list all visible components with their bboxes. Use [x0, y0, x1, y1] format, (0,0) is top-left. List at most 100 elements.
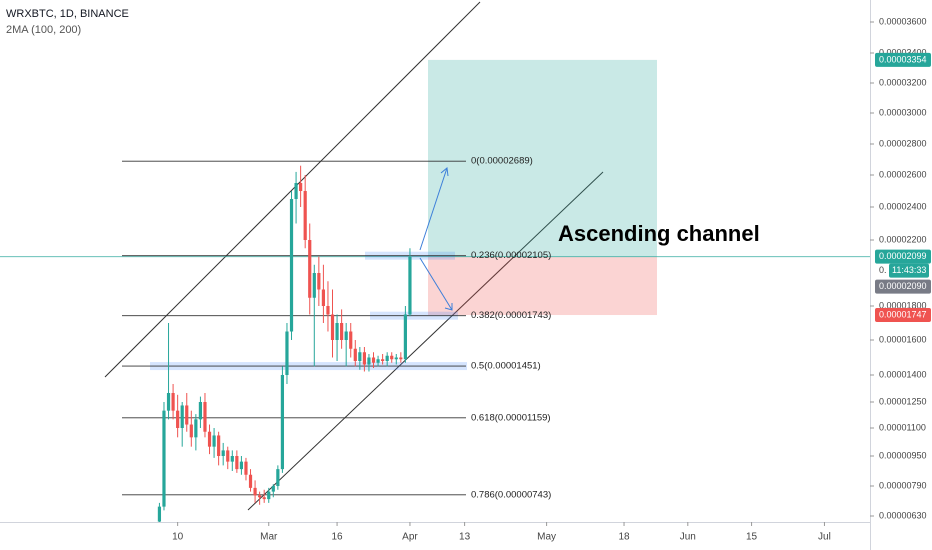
candle-body — [235, 456, 239, 470]
candle-body — [294, 183, 298, 199]
candle-body — [212, 435, 216, 447]
y-tick-label: 0.00001600 — [879, 334, 927, 344]
channel-lower — [247, 171, 604, 511]
candle-body — [358, 352, 362, 361]
arrow-head — [444, 303, 453, 311]
chart-title: WRXBTC, 1D, BINANCE — [6, 8, 129, 20]
fib-label: 0.5(0.00001451) — [471, 361, 541, 372]
candle-body — [248, 474, 253, 488]
x-tick-label: 13 — [459, 532, 471, 543]
previous-label-box — [875, 279, 931, 294]
fib-label: 0.786(0.00000743) — [471, 489, 551, 500]
countdown: 11:43:33 — [892, 265, 926, 275]
y-tick-label: 0.00000790 — [879, 480, 927, 490]
candle-body — [258, 495, 262, 498]
candle-body — [399, 357, 403, 360]
candle-body — [207, 431, 212, 447]
candle-body — [330, 314, 335, 340]
candle-body — [303, 191, 307, 240]
candle-body — [349, 331, 353, 349]
arrow-down — [419, 257, 453, 311]
x-tick-label: 18 — [618, 532, 630, 543]
target-label: 0.00003354 — [879, 54, 927, 64]
y-tick-label: 0.00001400 — [879, 369, 927, 379]
candle-body — [321, 289, 326, 306]
candle-body — [376, 359, 380, 363]
y-tick-label: 0.00002600 — [879, 169, 927, 179]
arrows — [419, 167, 453, 311]
channel-upper — [104, 1, 481, 378]
candle-body — [408, 256, 412, 315]
candle-body — [280, 375, 285, 470]
candle-body — [262, 497, 266, 500]
last-price-label: 0.00002099 — [879, 251, 927, 261]
candle-body — [180, 405, 184, 428]
candle-body — [162, 410, 166, 507]
x-tick-label: 16 — [332, 532, 344, 543]
candle-body — [217, 435, 221, 456]
candle-body — [271, 486, 275, 492]
previous-label: 0.00002090 — [879, 281, 927, 291]
candle-body — [362, 352, 366, 365]
candle-body — [226, 450, 230, 462]
last-price-label-box — [875, 249, 931, 264]
candle-body — [299, 183, 303, 191]
candle-body — [239, 461, 244, 470]
y-tick-label: 0.00003400 — [879, 47, 927, 57]
candle-body — [289, 199, 294, 332]
x-tick-label: May — [537, 532, 556, 543]
candle-body — [308, 240, 312, 298]
zones: 0(0.00002689) 0.236(0.00002105) 0.382(0.00… — [0, 59, 870, 500]
candle-body — [390, 355, 394, 360]
candle-body — [221, 450, 225, 456]
candle-body — [230, 456, 234, 462]
partial-label: 0. — [879, 265, 887, 275]
y-tick-label: 0.00002200 — [879, 234, 927, 244]
candle-body — [394, 357, 398, 360]
candle-body — [176, 410, 180, 428]
y-tick-label: 0.00001250 — [879, 396, 927, 406]
candle-body — [403, 314, 407, 360]
annotation: Ascending channel — [558, 221, 760, 246]
countdown-box — [889, 263, 929, 278]
y-tick-label: 0.00000950 — [879, 450, 927, 460]
candle-body — [353, 348, 357, 361]
x-tick-label: Jul — [818, 532, 831, 543]
y-tick-label: 0.00003000 — [879, 107, 927, 117]
y-tick-label: 0.00001100 — [879, 422, 926, 432]
candle-body — [317, 273, 321, 290]
stop-label-box — [875, 308, 931, 323]
candle-body — [267, 491, 271, 500]
candle-body — [171, 393, 175, 411]
candle-body — [335, 323, 339, 340]
y-tick-label: 0.00003200 — [879, 77, 927, 87]
stop-zone — [428, 256, 657, 316]
x-tick-label: Jun — [680, 532, 696, 543]
candle-body — [371, 357, 376, 363]
candle-body — [367, 357, 371, 365]
target-label-box — [875, 52, 931, 67]
arrow-head — [440, 167, 449, 177]
stop-label: 0.00001747 — [879, 309, 927, 319]
candle-body — [203, 402, 207, 432]
candle-body — [385, 355, 389, 361]
y-tick-label: 0.00003600 — [879, 16, 927, 26]
y-tick-label: 0.00000630 — [879, 510, 927, 520]
candle-body — [194, 419, 198, 438]
candle-body — [344, 331, 348, 340]
candle-body — [198, 402, 203, 420]
candle-body — [189, 424, 193, 438]
candle-body — [340, 323, 344, 340]
target-zone — [428, 59, 657, 257]
candles — [157, 165, 412, 522]
fib-label: 0.236(0.00002105) — [471, 250, 551, 261]
candle-body — [253, 487, 257, 496]
candle-body — [157, 506, 162, 522]
candle-body — [381, 359, 385, 361]
x-tick-label: Mar — [260, 532, 278, 543]
candle-body — [326, 306, 330, 315]
y-tick-label: 0.00002400 — [879, 201, 927, 211]
x-tick-label: Apr — [402, 532, 418, 543]
